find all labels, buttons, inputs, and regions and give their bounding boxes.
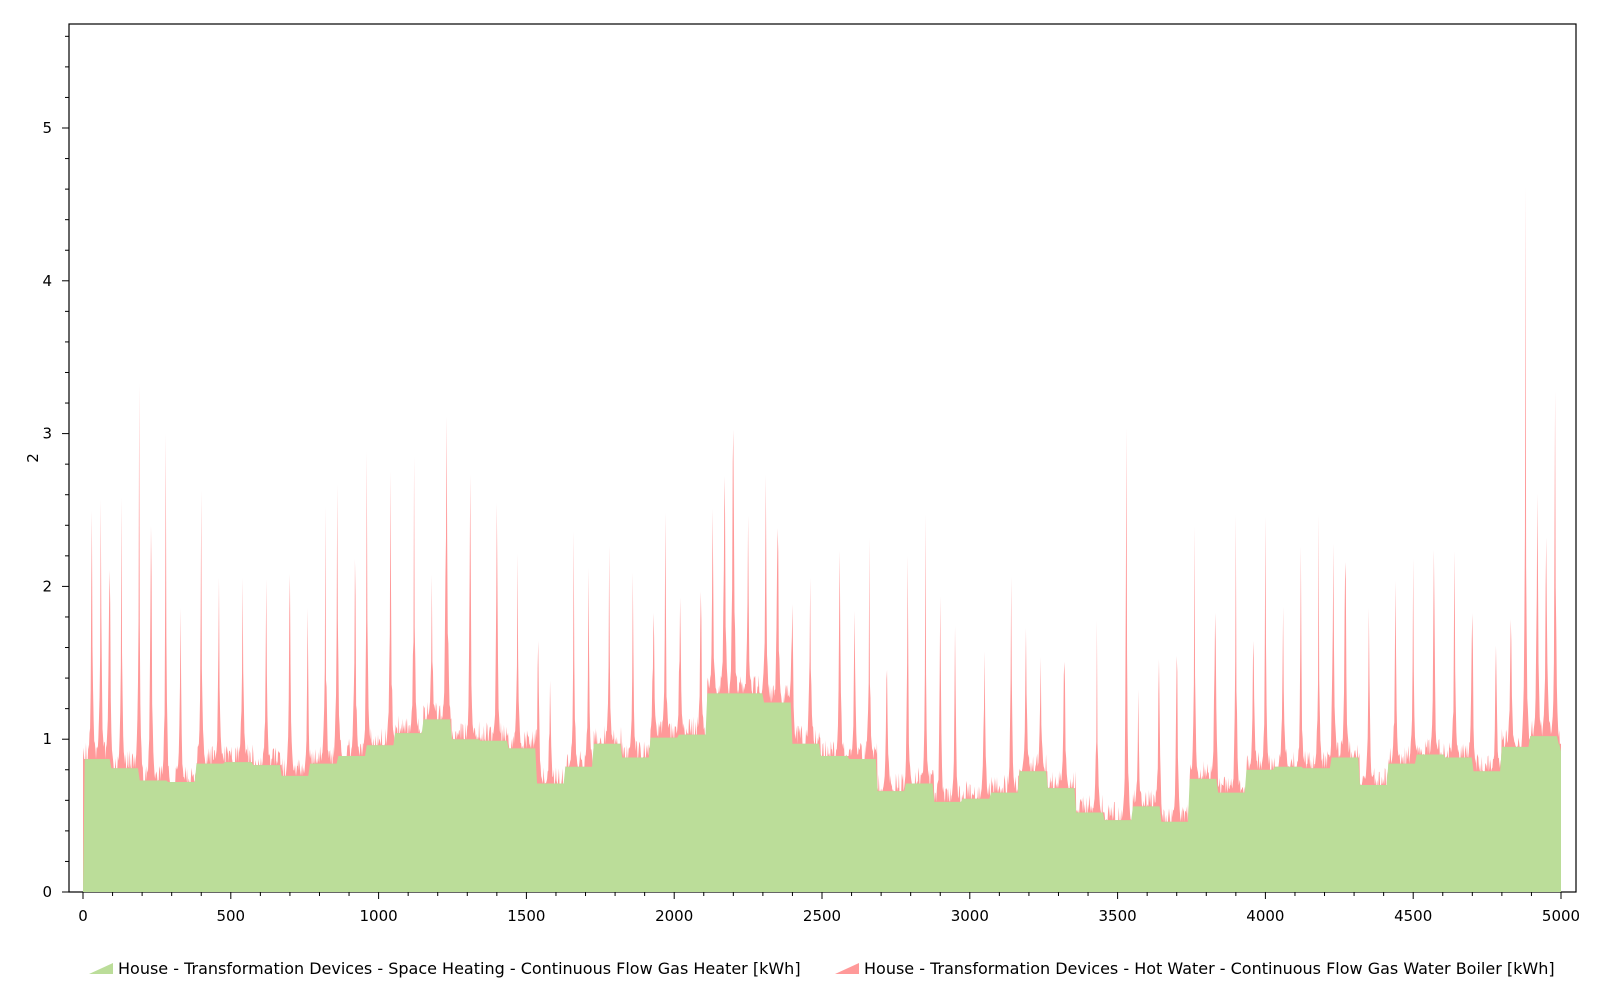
legend-item-space-heating: House - Transformation Devices - Space H… — [89, 959, 801, 978]
y-tick-label: 0 — [42, 883, 52, 901]
x-tick-label: 4500 — [1394, 907, 1432, 925]
y-axis-title: 2 — [24, 453, 42, 463]
x-tick-label: 1000 — [360, 907, 398, 925]
x-tick-label: 1500 — [507, 907, 545, 925]
x-tick-label: 2000 — [655, 907, 693, 925]
y-tick-label: 5 — [42, 119, 52, 137]
legend: House - Transformation Devices - Space H… — [89, 959, 1555, 978]
y-tick-label: 1 — [42, 730, 52, 748]
legend-swatch — [89, 963, 113, 974]
axis-layer: 0 500 1000 1500 2000 2500 3000 3500 4000 4500 5000… — [42, 35, 1580, 925]
x-tick-label: 2500 — [803, 907, 841, 925]
x-tick-label: 0 — [78, 907, 88, 925]
x-tick-label: 500 — [216, 907, 245, 925]
x-tick-label: 4000 — [1246, 907, 1284, 925]
y-tick-label: 2 — [42, 577, 52, 595]
x-tick-label: 5000 — [1542, 907, 1580, 925]
legend-swatch — [835, 963, 859, 974]
x-tick-label: 3500 — [1099, 907, 1137, 925]
x-tick-label: 3000 — [951, 907, 989, 925]
series-space-heating-area — [83, 693, 1561, 892]
y-tick-label: 3 — [42, 425, 52, 443]
series-layer — [83, 186, 1561, 892]
legend-item-hot-water: House - Transformation Devices - Hot Wat… — [835, 959, 1555, 978]
legend-label: House - Transformation Devices - Hot Wat… — [864, 959, 1555, 978]
legend-label: House - Transformation Devices - Space H… — [118, 959, 801, 978]
y-tick-label: 4 — [42, 272, 52, 290]
